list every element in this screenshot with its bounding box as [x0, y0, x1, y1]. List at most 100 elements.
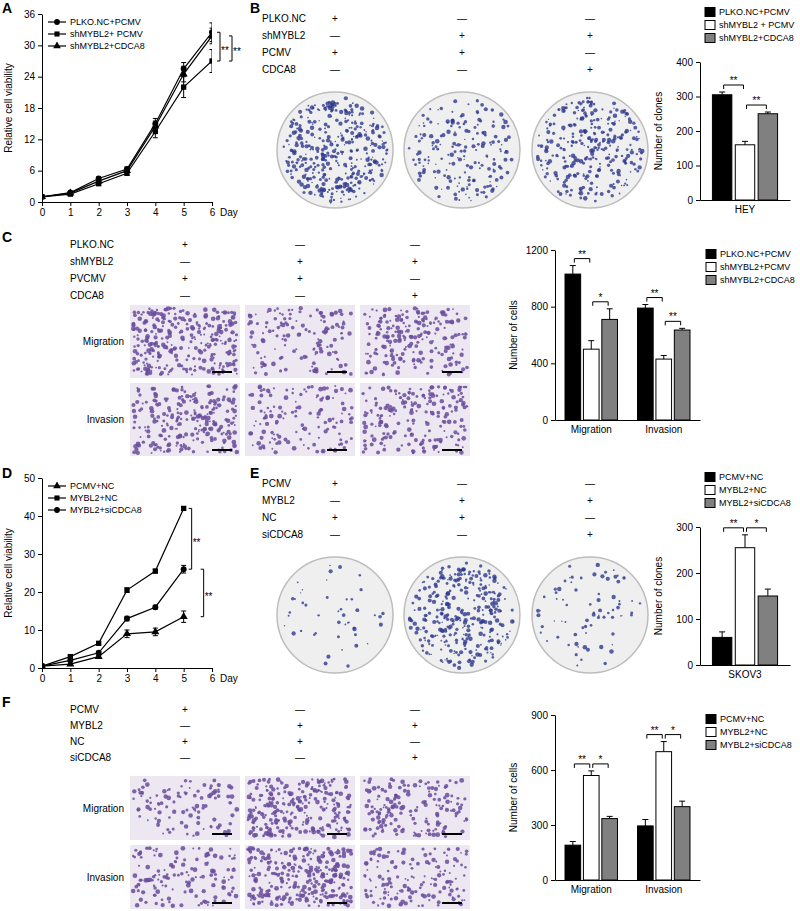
colony: [478, 162, 480, 164]
y-axis: 0100200300400: [676, 57, 700, 206]
colony: [373, 118, 374, 119]
colony: [468, 176, 471, 179]
cell: [209, 411, 213, 415]
colony: [328, 189, 330, 191]
cell: [344, 363, 348, 367]
marker: [181, 84, 186, 89]
colony: [540, 159, 543, 162]
cell: [323, 320, 326, 323]
colony: [351, 139, 353, 141]
cell: [138, 329, 142, 333]
y-axis: 061218243036: [24, 9, 43, 208]
colony: [499, 112, 503, 116]
cell: [166, 341, 168, 343]
colony: [371, 178, 374, 181]
colony: [492, 162, 496, 166]
cell: [316, 308, 319, 311]
colony: [300, 163, 304, 167]
cell: [368, 326, 372, 330]
colony: [565, 193, 567, 195]
cell: [230, 330, 234, 334]
cell: [198, 327, 200, 329]
colony: [345, 165, 347, 167]
colony: [414, 163, 417, 166]
cell: [182, 309, 185, 312]
colony: [457, 185, 459, 187]
cell: [330, 312, 334, 316]
colony: [290, 173, 292, 175]
colony: [591, 123, 594, 126]
colony: [626, 148, 629, 151]
tick-label: 24: [24, 71, 36, 82]
cell: [144, 329, 147, 332]
colony: [321, 148, 325, 152]
cell: [376, 331, 379, 334]
cell: [187, 355, 190, 358]
cell: [224, 328, 228, 332]
colony: [612, 101, 616, 105]
tick-label: 3: [125, 207, 131, 218]
image-background: [130, 383, 240, 456]
cell: [137, 388, 140, 391]
colony: [296, 158, 299, 161]
colony: [596, 148, 599, 151]
cell: [281, 338, 283, 340]
cell: [230, 311, 233, 314]
cell: [419, 359, 421, 361]
colony: [613, 108, 614, 109]
colony: [608, 154, 610, 156]
colony: [347, 119, 349, 121]
cell: [311, 366, 313, 368]
colony: [336, 152, 339, 155]
colony: [350, 127, 352, 129]
significance-label: **: [730, 75, 738, 86]
colony: [584, 157, 587, 160]
cell: [173, 347, 176, 350]
cell: [210, 391, 214, 395]
colony: [305, 154, 306, 155]
colony: [354, 120, 356, 122]
colony: [626, 179, 628, 181]
cell: [140, 313, 142, 315]
cell: [154, 399, 157, 402]
colony: [343, 194, 345, 196]
colony: [600, 192, 604, 196]
colony: [593, 132, 595, 134]
colony: [607, 190, 610, 193]
cell: [157, 329, 161, 333]
colony: [623, 184, 625, 186]
colony: [356, 159, 358, 161]
tick-mark: [38, 202, 42, 203]
cell: [434, 332, 436, 334]
cell: [174, 313, 176, 315]
colony: [366, 136, 371, 141]
colony: [634, 168, 636, 170]
colony: [331, 187, 334, 190]
colony: [437, 123, 439, 125]
colony: [285, 139, 288, 142]
cell: [284, 338, 287, 341]
cell: [133, 414, 138, 419]
colony: [557, 190, 560, 193]
tick: 30: [24, 40, 42, 51]
cell: [133, 345, 136, 348]
colony: [310, 133, 314, 137]
colony: [450, 152, 455, 157]
cell: [380, 328, 382, 330]
cell: [234, 445, 236, 447]
condition-label: CDCA8: [70, 290, 104, 301]
colony: [593, 119, 595, 121]
colony: [354, 103, 358, 107]
cell: [221, 343, 223, 345]
colony: [412, 158, 415, 161]
colony: [327, 114, 331, 118]
cell: [216, 398, 220, 402]
colony: [471, 144, 475, 148]
colony: [590, 140, 593, 143]
colony: [630, 161, 634, 165]
cell: [140, 407, 143, 410]
colony: [477, 118, 481, 122]
colony: [564, 160, 567, 163]
cell: [167, 442, 171, 446]
colony: [596, 118, 600, 122]
